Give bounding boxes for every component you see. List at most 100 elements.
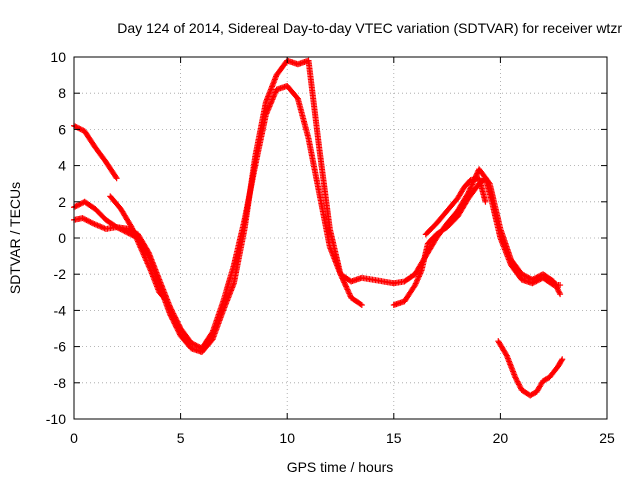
data-point <box>467 185 474 192</box>
data-point <box>122 228 129 235</box>
chart-title: Day 124 of 2014, Sidereal Day-to-day VTE… <box>0 20 640 36</box>
data-point <box>521 272 528 279</box>
data-point <box>87 219 94 226</box>
data-point <box>79 215 86 222</box>
data-point <box>345 287 352 294</box>
data-point <box>341 279 348 286</box>
y-tick-label: 4 <box>58 158 66 174</box>
data-point <box>117 226 124 233</box>
data-point <box>169 316 176 323</box>
data-point <box>522 273 529 280</box>
x-tick-label: 15 <box>386 430 402 446</box>
data-point <box>466 188 473 195</box>
series-track-6 <box>390 166 564 298</box>
data-point <box>172 323 179 330</box>
data-point <box>343 283 350 290</box>
y-tick-label: -8 <box>54 375 67 391</box>
data-point <box>338 273 345 280</box>
data-point <box>83 217 90 224</box>
data-point <box>77 200 84 207</box>
data-point <box>532 275 539 282</box>
series-track-4 <box>107 193 169 303</box>
data-point <box>345 289 352 296</box>
x-tick-label: 25 <box>599 430 615 446</box>
y-tick-label: 6 <box>58 121 66 137</box>
data-point <box>503 351 510 358</box>
data-point <box>173 324 180 331</box>
data-point <box>113 175 120 182</box>
y-axis-label: SDTVAR / TECUs <box>7 182 23 294</box>
data-point <box>72 123 79 130</box>
data-point <box>518 271 525 278</box>
data-point <box>293 94 300 101</box>
data-point <box>76 125 83 132</box>
series-track-7 <box>422 175 489 238</box>
data-point <box>558 357 565 364</box>
y-tick-label: 8 <box>58 85 66 101</box>
data-point <box>73 202 80 209</box>
data-point <box>340 276 347 283</box>
series-track-1 <box>71 122 120 182</box>
data-point <box>162 296 169 303</box>
y-tick-label: 0 <box>58 230 66 246</box>
data-point <box>166 311 173 318</box>
data-point <box>526 275 533 282</box>
data-point <box>338 272 345 279</box>
data-point <box>174 327 181 334</box>
y-tick-label: 2 <box>58 194 66 210</box>
data-point <box>161 295 168 302</box>
x-tick-label: 5 <box>177 430 185 446</box>
data-point <box>533 274 540 281</box>
data-point <box>74 202 81 209</box>
data-point <box>340 278 347 285</box>
axis-ticks: 0 5 10 15 20 25 -10 -8 -6 -4 -2 0 2 4 6 8 10 <box>46 49 615 446</box>
y-tick-label: 10 <box>50 49 66 65</box>
data-point <box>176 330 183 337</box>
data-point <box>557 291 564 298</box>
data-point <box>559 356 566 363</box>
data-point <box>530 275 537 282</box>
data-point <box>358 301 365 308</box>
data-point <box>467 184 474 191</box>
data-point <box>121 228 128 235</box>
data-point <box>466 186 473 193</box>
x-tick-label: 10 <box>279 430 295 446</box>
data-point <box>468 182 475 189</box>
data-point <box>167 312 174 319</box>
data-point <box>80 215 87 222</box>
data-point <box>534 273 541 280</box>
data-point <box>116 225 123 232</box>
data-series <box>71 57 566 399</box>
data-point <box>536 273 543 280</box>
data-point <box>342 282 349 289</box>
data-point <box>341 280 348 287</box>
data-point <box>120 227 127 234</box>
data-point <box>520 271 527 278</box>
plot-frame <box>73 56 608 420</box>
data-point <box>485 179 492 186</box>
data-point <box>344 286 351 293</box>
data-point <box>482 198 489 205</box>
series-track-8 <box>495 338 566 399</box>
x-tick-label: 20 <box>493 430 509 446</box>
data-point <box>525 274 532 281</box>
data-point <box>114 224 121 231</box>
data-point <box>72 203 79 210</box>
y-tick-label: -6 <box>54 339 67 355</box>
chart-title-text: Day 124 of 2014, Sidereal Day-to-day VTE… <box>117 20 622 36</box>
data-point <box>529 276 536 283</box>
data-point <box>346 290 353 297</box>
data-point <box>175 328 182 335</box>
data-point <box>465 189 472 196</box>
data-point <box>170 317 177 324</box>
series-track-5 <box>390 175 564 308</box>
data-point <box>124 229 131 236</box>
data-point <box>125 230 132 237</box>
y-tick-label: -4 <box>54 302 67 318</box>
data-point <box>86 218 93 225</box>
data-point <box>346 291 353 298</box>
grid-lines <box>74 57 607 419</box>
data-point <box>339 275 346 282</box>
